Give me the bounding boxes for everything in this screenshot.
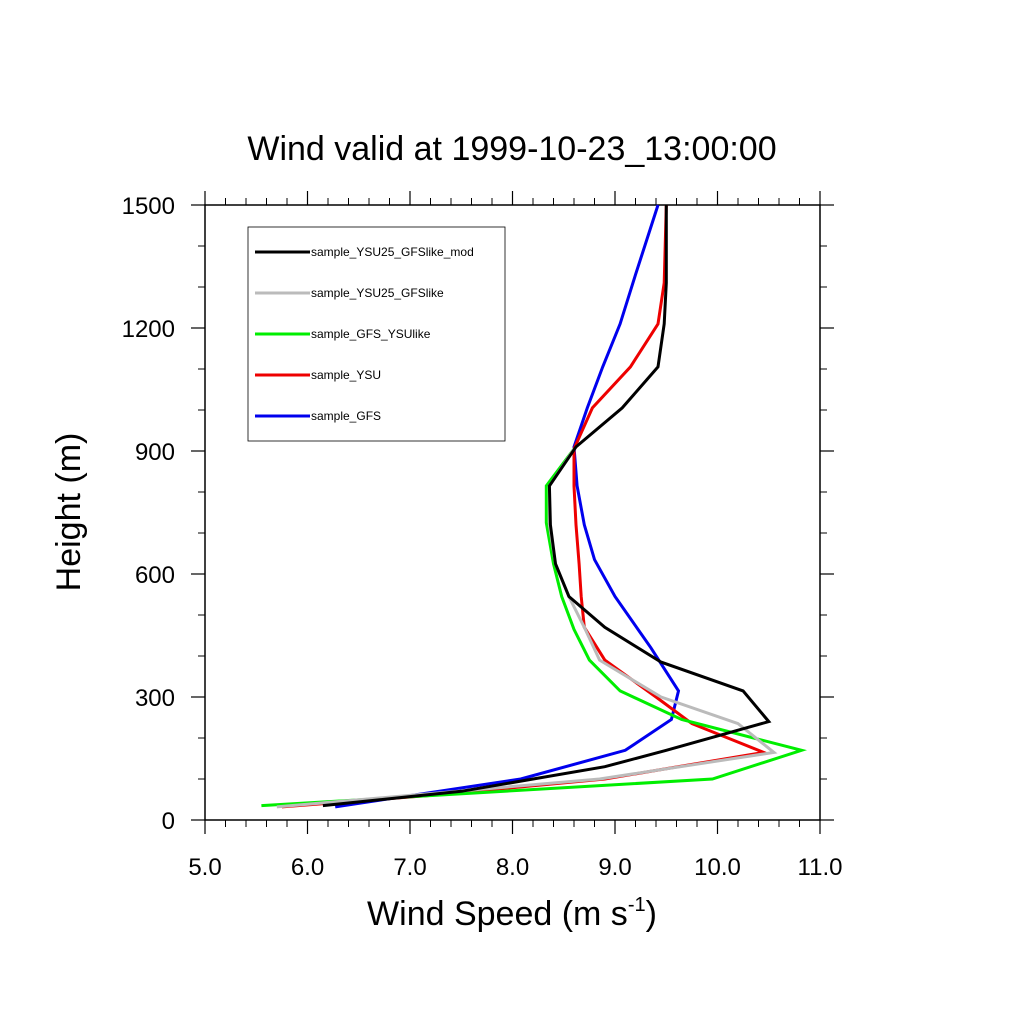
legend-label-sample_YSU25_GFSlike: sample_YSU25_GFSlike	[311, 286, 444, 300]
series-lines	[261, 204, 808, 809]
legend-label-sample_YSU: sample_YSU	[311, 368, 381, 382]
legend-label-sample_GFS: sample_GFS	[311, 409, 381, 423]
y-tick-label: 300	[135, 685, 175, 712]
y-tick-label: 900	[135, 439, 175, 466]
x-tick-label: 10.0	[694, 854, 741, 881]
legend-label-sample_GFS_YSUlike: sample_GFS_YSUlike	[311, 327, 431, 341]
x-axis-label-main: Wind Speed (m s	[367, 895, 628, 933]
y-tick-label: 1200	[122, 316, 175, 343]
series-line-sample_YSU25_GFSlike_mod	[322, 205, 772, 808]
x-tick-label: 7.0	[393, 854, 426, 881]
x-axis-label-superscript: -1	[628, 894, 646, 916]
series-line-sample_GFS	[334, 204, 681, 809]
legend: sample_YSU25_GFSlike_mod sample_YSU25_GFS…	[247, 226, 506, 442]
y-tick-label: 0	[162, 808, 175, 835]
x-tick-label: 5.0	[188, 854, 221, 881]
x-axis-label: Wind Speed (m s-1)	[367, 894, 657, 933]
y-axis-label: Height (m)	[50, 433, 88, 592]
x-tick-label: 6.0	[291, 854, 324, 881]
series-line-sample_YSU25_GFSlike	[276, 448, 778, 809]
x-tick-label: 11.0	[798, 854, 843, 881]
x-tick-label: 8.0	[496, 854, 529, 881]
axis-tick-labels: 5.0 6.0 7.0 8.0 9.0 10.0 11.0 0 300 600 900 1200 150…	[122, 193, 843, 881]
legend-label-sample_YSU25_GFSlike_mod: sample_YSU25_GFSlike_mod	[311, 245, 474, 259]
x-tick-label: 9.0	[598, 854, 631, 881]
axis-ticks	[191, 191, 834, 834]
y-tick-label: 1500	[122, 193, 175, 220]
y-tick-label: 600	[135, 562, 175, 589]
chart-title: Wind valid at 1999-10-23_13:00:00	[247, 130, 776, 168]
series-line-sample_GFS_YSUlike	[261, 448, 808, 808]
x-axis-label-suffix: )	[646, 895, 657, 933]
